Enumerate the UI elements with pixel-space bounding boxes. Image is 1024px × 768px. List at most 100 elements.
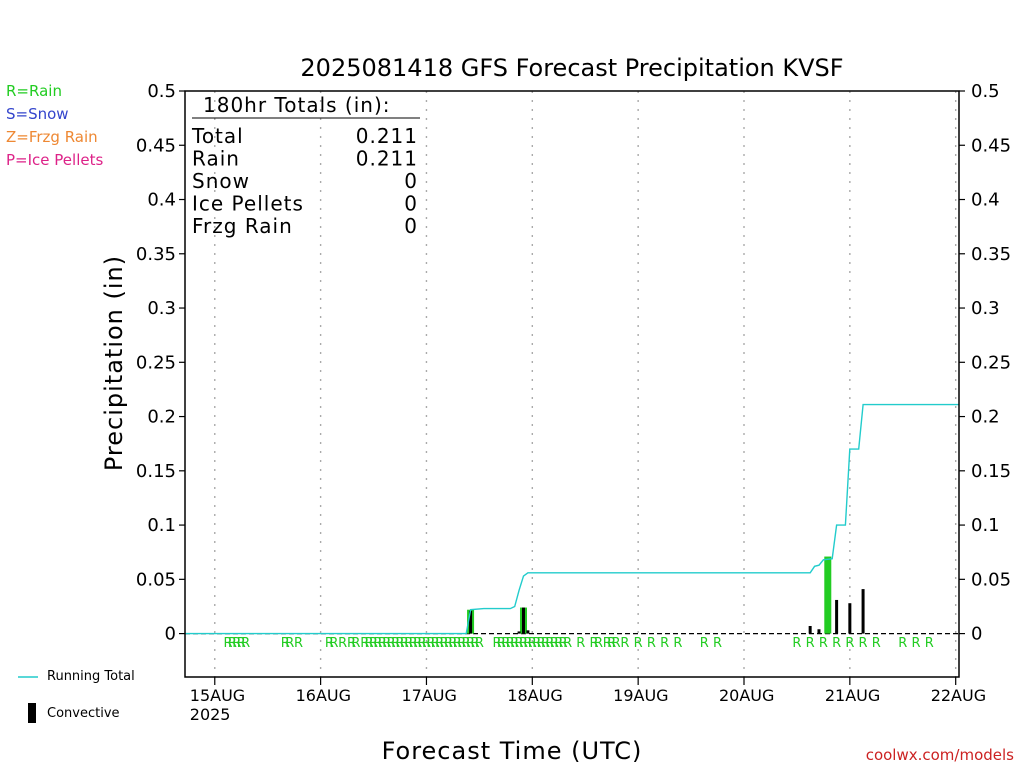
y-axis-right: 0 0.05 0.1 0.15 0.2 0.25 0.3 0.35 0.4 0.45 0.5 [959, 81, 1011, 645]
ptype-mark-18: R [382, 636, 391, 651]
totals-label-4: Frzg Rain [192, 214, 293, 238]
xtick-label-17AUG: 17AUG [401, 686, 456, 705]
ptype-mark-39: R [475, 636, 484, 651]
y-axis-label: Precipitation (in) [100, 255, 128, 471]
ptype-mark-48: R [528, 636, 537, 651]
totals-value-0: 0.211 [356, 124, 418, 148]
totals-label-1: Rain [192, 147, 240, 171]
convective-bar-8 [861, 589, 865, 634]
ptype-mark-25: R [413, 636, 422, 651]
ptype-mark-36: R [462, 636, 471, 651]
ytick-label-left-0: 0 [165, 624, 176, 645]
xtick-label-16AUG: 16AUG [296, 686, 351, 705]
ptype-mark-51: R [541, 636, 550, 651]
ptype-mark-56: R [563, 636, 572, 651]
total-bar-2 [824, 556, 832, 634]
ptype-mark-77: R [898, 636, 907, 651]
ytick-label-right-0.05: 0.05 [971, 569, 1011, 590]
totals-label-2: Snow [192, 169, 250, 193]
ptype-mark-22: R [400, 636, 409, 651]
ptype-mark-4: R [241, 636, 250, 651]
convective-bar-0 [469, 610, 473, 634]
ptype-mark-38: R [470, 636, 479, 651]
ptype-mark-20: R [391, 636, 400, 651]
ptype-mark-66: R [660, 636, 669, 651]
y-axis-left: 0 0.05 0.1 0.15 0.2 0.25 0.3 0.35 0.4 0.45 0.5 [136, 81, 185, 645]
xtick-label-18AUG: 18AUG [507, 686, 562, 705]
ptype-mark-44: R [510, 636, 519, 651]
ptype-mark-41: R [497, 636, 506, 651]
ptype-mark-46: R [519, 636, 528, 651]
convective-bars [469, 589, 865, 634]
ytick-label-right-0.4: 0.4 [971, 190, 1000, 211]
ptype-mark-58: R [590, 636, 599, 651]
running-total-line [185, 403, 959, 635]
ptype-mark-15: R [369, 636, 378, 651]
ptype-mark-27: R [422, 636, 431, 651]
totals-label-0: Total [191, 124, 244, 148]
ptype-mark-67: R [673, 636, 682, 651]
ytick-label-left-0.5: 0.5 [147, 81, 176, 102]
ptype-mark-14: R [365, 636, 374, 651]
ytick-label-left-0.25: 0.25 [136, 352, 176, 373]
ptype-mark-50: R [537, 636, 546, 651]
ytick-label-left-0.3: 0.3 [147, 298, 176, 319]
x-axis-label: Forecast Time (UTC) [382, 737, 643, 765]
ytick-label-right-0.15: 0.15 [971, 461, 1011, 482]
ptype-mark-12: R [351, 636, 360, 651]
ptype-mark-5: R [281, 636, 290, 651]
ptype-mark-11: R [347, 636, 356, 651]
totals-box: 180hr Totals (in): Total 0.211 Rain 0.211 Sn… [191, 93, 420, 238]
ptype-mark-9: R [329, 636, 338, 651]
plot-frame [184, 90, 960, 678]
totals-value-2: 0 [404, 169, 418, 193]
ptype-mark-23: R [404, 636, 413, 651]
ptype-mark-62: R [612, 636, 621, 651]
ptype-mark-35: R [457, 636, 466, 651]
xtick-label-15AUG: 15AUG [190, 686, 245, 705]
ptype-mark-40: R [493, 636, 502, 651]
ptype-mark-57: R [576, 636, 585, 651]
ptype-mark-42: R [501, 636, 510, 651]
convective-bar-5 [817, 629, 821, 634]
xtick-label-21AUG: 21AUG [825, 686, 880, 705]
ytick-label-right-0: 0 [971, 624, 982, 645]
ptype-mark-79: R [925, 636, 934, 651]
legend-snow: S=Snow [6, 105, 69, 123]
ytick-label-right-0.1: 0.1 [971, 515, 1000, 536]
ytick-label-left-0.15: 0.15 [136, 461, 176, 482]
ytick-label-right-0.5: 0.5 [971, 81, 1000, 102]
ytick-label-right-0.3: 0.3 [971, 298, 1000, 319]
ptype-mark-65: R [647, 636, 656, 651]
ytick-label-left-0.45: 0.45 [136, 135, 176, 156]
xtick-year-2025: 2025 [190, 705, 231, 724]
ytick-label-left-0.05: 0.05 [136, 569, 176, 590]
totals-value-1: 0.211 [356, 147, 418, 171]
legend-frzg-rain: Z=Frzg Rain [6, 128, 98, 146]
ptype-mark-45: R [515, 636, 524, 651]
ptype-mark-43: R [506, 636, 515, 651]
convective-legend-label: Convective [47, 706, 120, 721]
convective-bar-2 [521, 607, 525, 634]
ptype-mark-2: R [232, 636, 241, 651]
chart-title: 2025081418 GFS Forecast Precipitation KV… [300, 54, 843, 82]
ptype-mark-29: R [431, 636, 440, 651]
ytick-label-left-0.1: 0.1 [147, 515, 176, 536]
ptype-mark-54: R [554, 636, 563, 651]
ptype-mark-24: R [409, 636, 418, 651]
ptype-mark-76: R [872, 636, 881, 651]
totals-value-4: 0 [404, 214, 418, 238]
ptype-mark-47: R [523, 636, 532, 651]
credit-link[interactable]: coolwx.com/models [865, 746, 1014, 764]
ytick-label-right-0.35: 0.35 [971, 244, 1011, 265]
ptype-mark-64: R [634, 636, 643, 651]
ptype-mark-7: R [294, 636, 303, 651]
ptype-mark-70: R [792, 636, 801, 651]
ytick-label-right-0.2: 0.2 [971, 407, 1000, 428]
ptype-mark-6: R [285, 636, 294, 651]
convective-bar-4 [808, 625, 812, 634]
ptype-mark-37: R [466, 636, 475, 651]
